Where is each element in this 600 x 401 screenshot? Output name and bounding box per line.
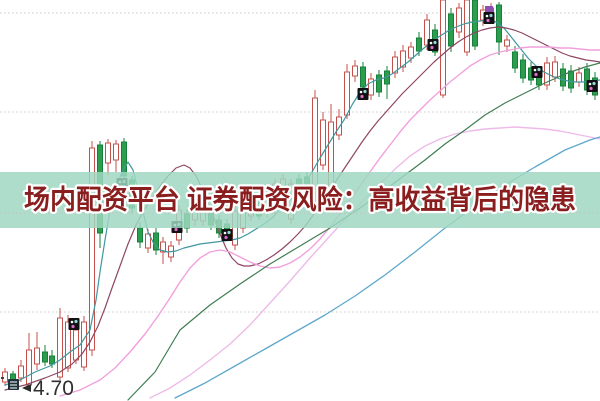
ma-long-blue [174,136,600,399]
price-label-group: 4.70 [1,377,74,400]
signal-marker-icon [357,88,369,100]
down-candle [568,65,574,93]
up-candle [113,140,119,172]
down-candle [520,54,526,83]
signal-marker-icon [531,66,543,78]
headline-overlay: 场内配资平台 证券配资风险：高收益背后的隐患 [0,172,600,228]
ma-lavender [149,126,600,399]
up-candle [440,0,446,98]
up-candle [392,51,398,78]
up-candle [504,35,510,52]
up-candle [400,45,406,72]
signal-marker-icon [586,80,598,92]
up-candle [81,316,87,371]
up-candle [160,237,166,264]
up-candle [105,139,111,175]
down-candle [42,345,48,366]
down-candle [496,2,502,55]
up-candle [480,5,486,26]
price-label: 4.70 [33,377,74,400]
up-candle [89,141,95,356]
down-candle [560,63,566,91]
down-candle [376,70,382,97]
up-candle [57,308,63,380]
up-candle [26,333,32,388]
up-candle [352,60,358,82]
up-candle [368,73,374,100]
signal-marker-icon [68,318,80,330]
down-candle [472,0,478,50]
up-candle [65,315,71,372]
signal-marker-icon [221,229,233,241]
tick-icon [1,377,4,379]
signal-marker-icon [427,39,439,51]
headline-text: 场内配资平台 证券配资风险：高收益背后的隐患 [24,184,576,215]
up-candle [456,3,462,38]
down-candle [153,228,159,255]
left-arrow-icon [22,384,31,392]
down-candle [384,66,390,99]
up-candle [34,332,40,370]
signal-marker-icon [483,6,495,24]
up-candle [336,109,342,140]
up-candle [320,112,326,170]
up-candle [464,0,470,56]
ma-slow-green [127,62,600,401]
headline-band [0,172,600,228]
